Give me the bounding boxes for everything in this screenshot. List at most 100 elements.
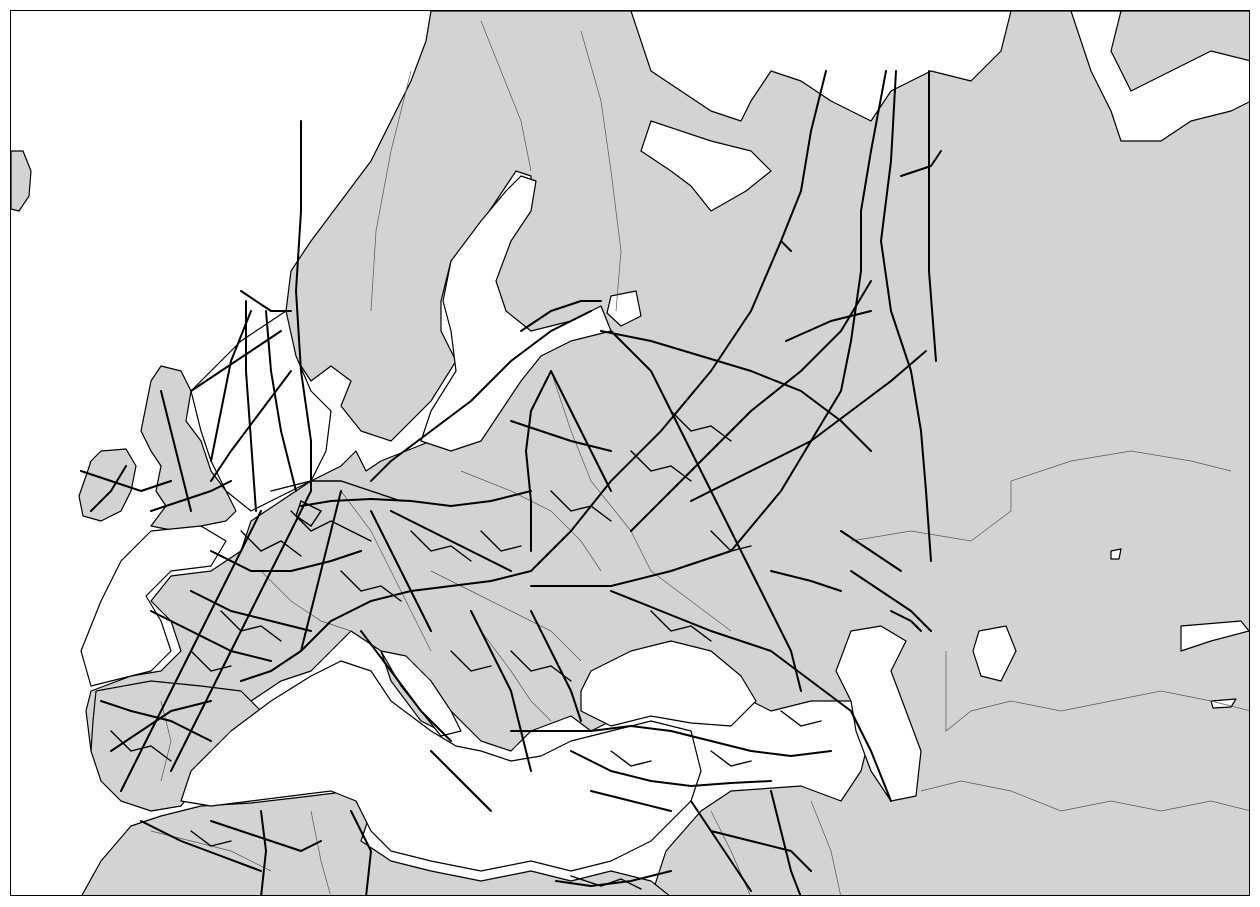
trunk-line [928,70,937,362]
border-line [370,70,412,312]
map-frame [10,10,1250,896]
detail-line [710,750,752,767]
north-sea-line [240,290,292,312]
western-grid-line [370,510,432,632]
north-africa-line [140,820,262,872]
north-sea-line [190,330,282,392]
balkan-grid-line [590,790,672,812]
north-sea-line [210,310,252,462]
detail-line [110,730,172,762]
white-sea [640,120,772,212]
uk-grid-line [80,470,172,492]
spur-line [890,610,922,632]
border-line [460,470,602,572]
balkan-grid-line [570,750,772,787]
caspian-sea [835,625,922,802]
detail-line [270,480,402,502]
north-africa-landmass [81,790,670,895]
detail-line [630,450,692,482]
border-line [580,30,622,312]
balkan-grid-line [430,750,492,812]
middle-east-line [690,800,752,892]
lake-balkhash [1180,620,1249,652]
ob-gulf-inlet [1070,11,1249,142]
detail-line [710,530,752,552]
border-line [920,780,1249,812]
spur-line [770,570,842,592]
north-sea-line [265,310,297,492]
uk-grid-line [90,465,127,512]
detail-line [340,570,402,602]
uk-grid-line [160,390,192,512]
balkan-grid-line [470,610,532,772]
ireland-landmass [78,448,137,522]
map-canvas[interactable] [11,11,1250,896]
detail-line [190,830,232,847]
black-sea [580,640,757,727]
middle-east-line [770,790,802,895]
pipeline-network-layer [80,70,942,895]
trunk-line [690,350,927,502]
baltic-states-line [550,370,612,492]
trunk-line [610,330,802,692]
detail-line [480,530,522,552]
detail-line [610,750,652,767]
detail-line [295,500,323,527]
spur-line [900,150,942,177]
trunk-line [850,570,932,632]
baltic-states-line [520,300,602,332]
border-line [850,481,1012,542]
western-grid-line [150,610,272,662]
trunk-line [530,70,887,587]
lake-ladoga [606,290,642,327]
trunk-line [300,490,532,507]
detail-line [240,530,302,557]
detail-line [450,650,492,672]
western-grid-line [300,490,342,652]
arctic-ocean-strip [630,11,1012,122]
detail-line [290,510,372,542]
trunk-line [880,70,932,562]
spur-line [840,530,902,572]
detail-line [670,410,732,442]
baltic-sea [420,175,612,452]
spur-line [780,240,792,252]
border-line [480,630,552,722]
spur-line [785,310,872,342]
north-africa-line [260,810,267,895]
lake-small-2 [1110,548,1122,560]
uk-grid-line [150,480,232,512]
trunk-line [525,370,552,552]
north-sea-line [210,370,292,482]
trunk-line [240,570,532,682]
western-grid-line [390,510,512,572]
detail-line [650,610,712,642]
border-line [480,20,532,172]
balkan-grid-line [510,725,832,757]
border-line [810,800,841,895]
pipeline-detail-layer [110,410,822,890]
trunk-line [610,590,892,802]
detail-line [780,710,822,727]
baltic-crossing-line [370,310,592,482]
north-africa-line [555,870,672,887]
border-line [340,490,432,652]
middle-east-line [710,830,812,872]
western-grid-line [190,590,312,632]
north-africa-line [350,810,372,895]
aral-sea [972,625,1017,682]
north-africa-line [210,820,322,852]
balkan-grid-line [530,610,582,722]
trunk-line [600,330,872,452]
detail-line [550,490,612,522]
detail-line [510,650,572,682]
detail-line [570,875,642,890]
border-line [310,810,331,895]
north-sea-line [295,120,312,492]
baltic-states-line [510,420,612,452]
detail-line [410,530,472,562]
bay-of-biscay [80,525,227,687]
border-line [1010,450,1232,482]
border-line [945,651,1249,732]
water-bodies-layer [80,11,1249,872]
